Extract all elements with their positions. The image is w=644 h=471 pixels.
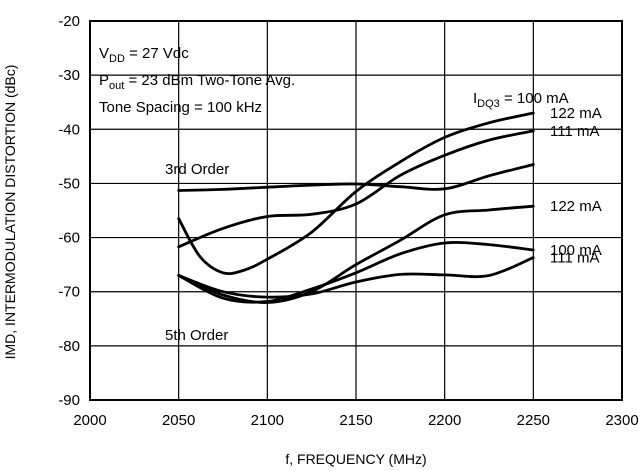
y-tick-label: -90	[58, 392, 80, 409]
series-line	[177, 241, 535, 304]
series-line	[177, 204, 535, 304]
y-tick-label: -40	[58, 121, 80, 138]
series-label: 122 mA	[550, 105, 602, 122]
idq-header-label: IDQ3 = 100 mA	[473, 90, 569, 110]
fifth-order-label: 5th Order	[165, 327, 228, 344]
series-label: 100 mA	[550, 242, 602, 259]
condition-pout: Pout = 23 dBm Two-Tone Avg.	[99, 72, 295, 92]
series-line	[177, 163, 535, 192]
x-tick-label: 2050	[162, 412, 195, 429]
condition-tone-spacing: Tone Spacing = 100 kHz	[99, 99, 262, 116]
x-tick-label: 2250	[517, 412, 550, 429]
conditions-annotation: VDD = 27 Vdc Pout = 23 dBm Two-Tone Avg.…	[99, 45, 295, 116]
series-line	[177, 256, 535, 299]
series-group	[177, 111, 535, 304]
third-order-label: 3rd Order	[165, 161, 229, 178]
series-label: 122 mA	[550, 198, 602, 215]
series-label: 111 mA	[550, 123, 599, 140]
x-tick-label: 2000	[73, 412, 106, 429]
y-tick-label: -30	[58, 67, 80, 84]
condition-vdd: VDD = 27 Vdc	[99, 45, 189, 65]
x-tick-label: 2150	[339, 412, 372, 429]
series-line	[177, 111, 535, 276]
tick-labels: 2000 2050 2100 2150 2200 2250 2300 -20 -30 -40 -50…	[58, 13, 638, 429]
y-tick-label: -50	[58, 175, 80, 192]
x-tick-label: 2100	[251, 412, 284, 429]
y-tick-label: -60	[58, 230, 80, 247]
x-tick-label: 2300	[605, 412, 638, 429]
x-tick-label: 2200	[428, 412, 461, 429]
series-line	[177, 129, 535, 249]
y-axis-title: IMD, INTERMODULATION DISTORTION (dBc)	[2, 65, 18, 360]
y-tick-label: -20	[58, 13, 80, 30]
y-tick-label: -70	[58, 284, 80, 301]
grid	[90, 21, 622, 400]
series-label: 111 mA	[550, 250, 599, 267]
x-axis-title: f, FREQUENCY (MHz)	[285, 451, 426, 467]
plot-frame	[89, 20, 623, 401]
y-tick-label: -80	[58, 338, 80, 355]
